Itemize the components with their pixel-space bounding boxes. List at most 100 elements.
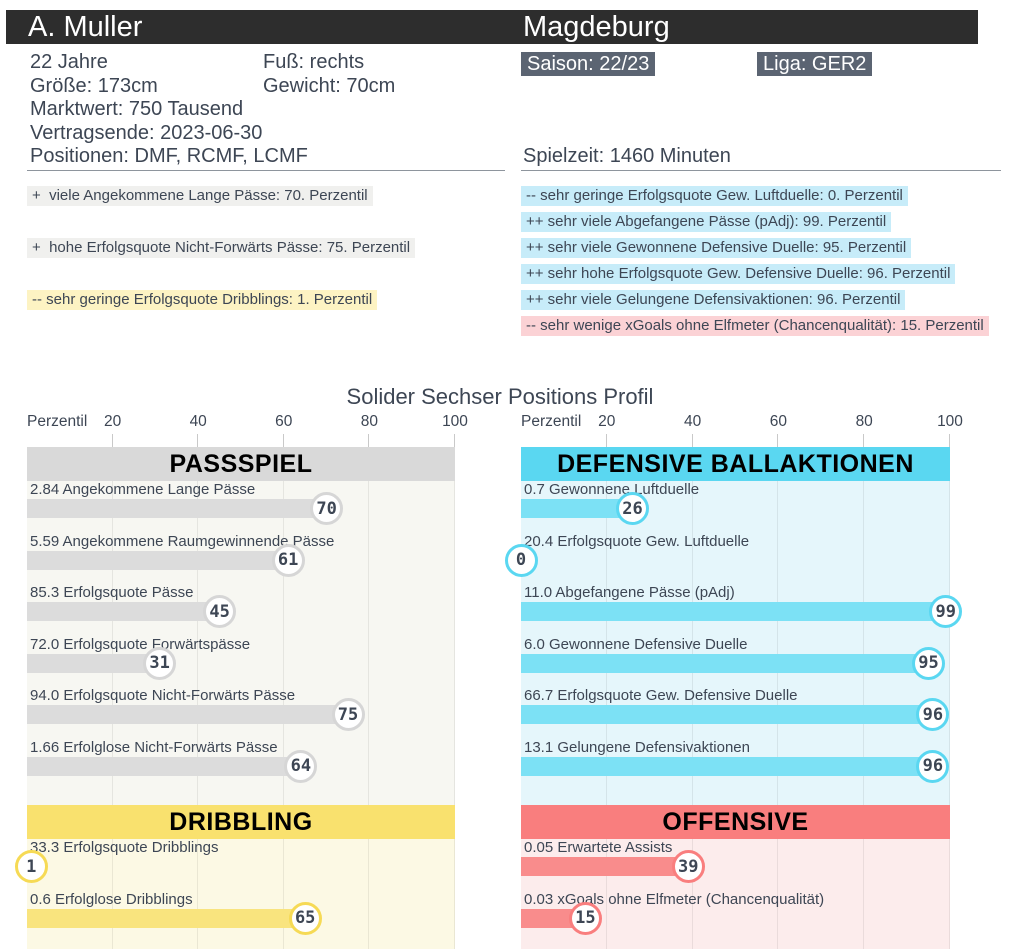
chart-row: 2.84 Angekommene Lange Pässe 70 [27,481,455,533]
chart-row: 1.66 Erfolglose Nicht-Forwärts Pässe 64 [27,739,455,791]
chart-section: DEFENSIVE BALLAKTIONEN 0.7 Gewonnene Luft… [504,447,963,805]
gridline [197,447,199,805]
gridline [454,447,455,805]
axis-tick-mark [777,434,779,447]
axis-tick-mark [691,434,693,447]
chart-row: 13.1 Gelungene Defensivaktionen 96 [521,739,950,791]
chart-row: 0.6 Erfolglose Dribblings 65 [27,891,455,943]
gridline [777,805,779,949]
title-bar: A. Muller Magdeburg [6,10,978,44]
axis-tick-value: 40 [189,413,207,430]
bar-track: 95 [521,646,950,680]
axis-tick-value: 80 [855,413,873,430]
bar-track: 61 [27,543,455,577]
axis-tick-value: 40 [683,413,702,430]
chart-row: 0.7 Gewonnene Luftduelle 26 [521,481,950,533]
axis-tick-mark [605,434,607,447]
bar-track: 99 [521,595,963,628]
highlight-item: + hohe Erfolgsquote Nicht-Forwärts Pässe… [27,238,416,258]
chart-row: 20.4 Erfolgsquote Gew. Luftduelle 0 [504,533,950,585]
player-weight: Gewicht: 70cm [263,75,396,97]
highlight-item: ++ sehr viele Gewonnene Defensive Duelle… [521,238,912,258]
chart-column-left: PASSSPIEL 2.84 Angekommene Lange Pässe 70 5… [14,447,455,949]
playtime: Spielzeit: 1460 Minuten [523,145,731,167]
row-label: 1.66 Erfolglose Nicht-Forwärts Pässe [30,738,278,756]
bar-track: 39 [521,850,950,883]
percentile-badge: 61 [271,543,305,577]
axis-label: Perzentil [521,413,582,430]
percentile-badge: 0 [504,543,538,577]
bar-track: 75 [27,698,455,731]
player-name: A. Muller [28,11,143,43]
axis-left: Perzentil 20 40 60 80 100 [27,412,468,447]
chart-row: 5.59 Angekommene Raumgewinnende Pässe 61 [27,533,455,585]
bar-track: 70 [27,492,455,525]
player-contract-end: Vertragsende: 2023-06-30 [30,122,263,144]
row-label: 85.3 Erfolgsquote Pässe [30,584,194,601]
highlight-item: -- sehr geringe Erfolgsquote Gew. Luftdu… [521,186,908,206]
chart-row: 33.3 Erfolgsquote Dribblings 1 [14,839,455,891]
chart-row: 11.0 Abgefangene Pässe (pAdj) 99 [521,584,963,636]
section-header: DEFENSIVE BALLAKTIONEN [521,447,950,481]
gridline [863,447,865,805]
percentile-bar [27,705,348,724]
row-label: 0.6 Erfolglose Dribblings [30,890,193,908]
gridline [605,447,607,805]
gridline [282,447,284,805]
row-label: 0.7 Gewonnene Luftduelle [524,481,700,498]
player-market-value: Marktwert: 750 Tausend [30,98,244,120]
axis-tick-mark [282,434,284,447]
axis-tick-value: 80 [360,413,379,430]
percentile-badge: 45 [203,595,237,628]
divider-left [27,170,505,171]
bar-track: 45 [27,595,455,628]
row-label: 5.59 Angekommene Raumgewinnende Pässe [30,532,335,550]
bar-track: 96 [521,698,950,731]
gridline [863,805,865,949]
percentile-badge: 75 [331,698,365,731]
percentile-badge: 99 [929,595,963,628]
league-badge: Liga: GER2 [757,52,873,76]
percentile-badge: 64 [284,749,318,783]
percentile-bar [521,602,946,621]
percentile-bar [521,756,933,776]
percentile-badge: 96 [916,698,950,731]
divider-right [521,170,1001,171]
row-label: 66.7 Erfolgsquote Gew. Defensive Duelle [524,687,798,704]
player-height: Größe: 173cm [30,75,158,97]
row-label: 2.84 Angekommene Lange Pässe [30,481,256,498]
percentile-badge: 31 [143,646,177,680]
chart-row: 0.03 xGoals ohne Elfmeter (Chancenqualit… [521,891,950,943]
gridline [691,447,693,805]
row-label: 0.03 xGoals ohne Elfmeter (Chancenqualit… [524,890,825,908]
highlight-item: -- sehr wenige xGoals ohne Elfmeter (Cha… [521,316,989,336]
row-label: 11.0 Abgefangene Pässe (pAdj) [524,584,735,601]
player-foot: Fuß: rechts [263,51,365,73]
row-label: 33.3 Erfolgsquote Dribblings [30,839,219,856]
chart-row: 0.05 Erwartete Assists 39 [521,839,950,891]
section-header: OFFENSIVE [521,805,950,839]
row-label: 94.0 Erfolgsquote Nicht-Forwärts Pässe [30,687,296,704]
chart-row: 66.7 Erfolgsquote Gew. Defensive Duelle 9… [521,687,950,739]
chart-column-right: DEFENSIVE BALLAKTIONEN 0.7 Gewonnene Luft… [504,447,963,949]
team-name: Magdeburg [523,11,670,43]
gridline [368,447,370,805]
highlight-item: ++ sehr hohe Erfolgsquote Gew. Defensive… [521,264,956,284]
chart-row: 94.0 Erfolgsquote Nicht-Forwärts Pässe 75 [27,687,455,739]
percentile-badge: 95 [912,646,946,680]
percentile-bar [27,908,306,928]
gridline [368,805,370,949]
percentile-bar [27,550,289,570]
percentile-badge: 1 [14,850,48,883]
axis-tick-mark [949,434,950,447]
gridline [282,805,284,949]
axis-tick-value: 100 [937,413,963,430]
bar-track: 65 [27,901,455,935]
axis-tick-value: 100 [442,413,468,430]
percentile-bar [521,499,633,518]
bar-track: 26 [521,492,950,525]
percentile-bar [27,653,160,673]
row-label: 0.05 Erwartete Assists [524,839,673,856]
percentile-badge: 39 [671,850,705,883]
axis-tick-mark [454,434,455,447]
